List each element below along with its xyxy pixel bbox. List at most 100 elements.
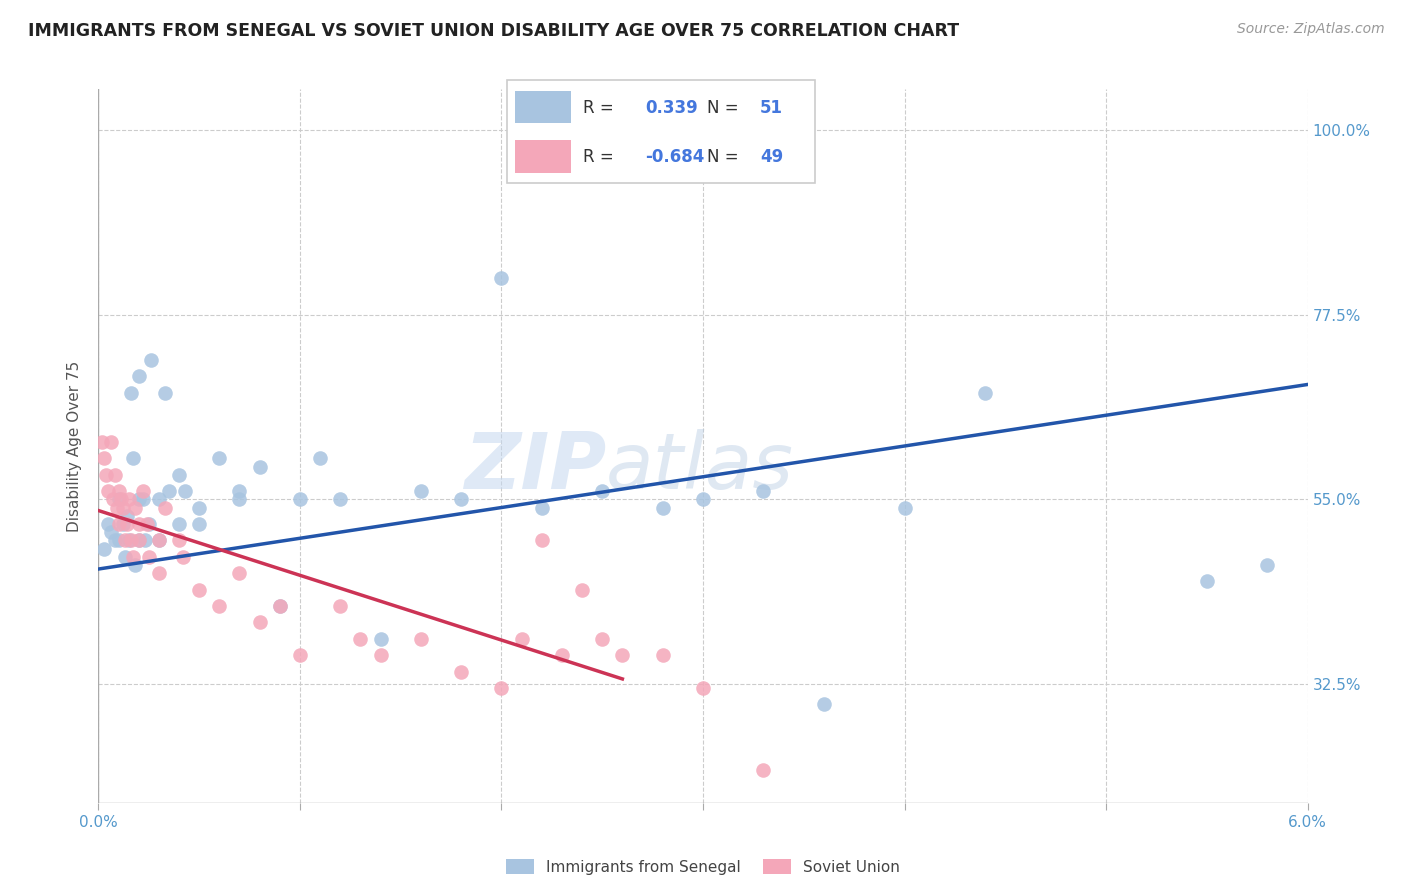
Point: [612, 648, 634, 662]
Point: [172, 549, 194, 564]
Point: [893, 500, 915, 515]
Point: [530, 500, 553, 515]
Text: IMMIGRANTS FROM SENEGAL VS SOVIET UNION DISABILITY AGE OVER 75 CORRELATION CHART: IMMIGRANTS FROM SENEGAL VS SOVIET UNION …: [28, 22, 959, 40]
Point: [96, 467, 118, 482]
Point: [409, 632, 432, 646]
Point: [128, 533, 150, 548]
Point: [128, 516, 150, 531]
Point: [651, 500, 673, 515]
Point: [329, 492, 352, 507]
Point: [114, 533, 136, 548]
Point: [752, 763, 775, 777]
Point: [115, 516, 138, 531]
Point: [107, 484, 129, 499]
Point: [111, 516, 134, 531]
Point: [118, 533, 141, 548]
Point: [157, 484, 180, 499]
Point: [188, 582, 211, 597]
Point: [107, 492, 129, 507]
Point: [167, 533, 190, 548]
Point: [121, 549, 143, 564]
Point: [97, 516, 120, 531]
Point: [813, 698, 835, 712]
Point: [110, 492, 132, 507]
Point: [148, 533, 170, 548]
FancyBboxPatch shape: [516, 91, 571, 123]
Point: [491, 681, 513, 695]
Text: 51: 51: [759, 99, 783, 117]
Point: [97, 484, 120, 499]
Point: [228, 492, 250, 507]
Point: [138, 516, 160, 531]
Point: [510, 632, 533, 646]
Point: [269, 599, 291, 613]
Text: -0.684: -0.684: [645, 148, 704, 166]
Point: [118, 492, 141, 507]
Point: [1256, 558, 1278, 572]
Text: N =: N =: [707, 148, 738, 166]
Point: [132, 484, 155, 499]
Point: [134, 533, 156, 548]
Point: [228, 566, 250, 581]
Point: [974, 385, 997, 400]
Point: [148, 533, 170, 548]
Point: [124, 558, 146, 572]
Text: atlas: atlas: [606, 429, 794, 506]
Point: [93, 541, 115, 556]
Point: [692, 681, 714, 695]
Point: [450, 665, 472, 679]
Point: [188, 500, 211, 515]
Point: [591, 632, 613, 646]
Point: [124, 500, 146, 515]
Point: [349, 632, 371, 646]
Point: [103, 533, 125, 548]
Point: [370, 648, 392, 662]
Point: [174, 484, 197, 499]
Point: [153, 500, 176, 515]
FancyBboxPatch shape: [506, 80, 815, 183]
Point: [107, 533, 129, 548]
Point: [100, 434, 122, 449]
Point: [591, 484, 613, 499]
Point: [208, 599, 231, 613]
Point: [370, 632, 392, 646]
Point: [167, 516, 190, 531]
Point: [121, 451, 143, 466]
Point: [120, 533, 142, 548]
Point: [269, 599, 291, 613]
Point: [91, 434, 114, 449]
Point: [491, 270, 513, 285]
Point: [1195, 574, 1218, 589]
Point: [551, 648, 574, 662]
Point: [530, 533, 553, 548]
Point: [208, 451, 231, 466]
Point: [329, 599, 352, 613]
Point: [138, 549, 160, 564]
Text: 0.339: 0.339: [645, 99, 699, 117]
Text: Source: ZipAtlas.com: Source: ZipAtlas.com: [1237, 22, 1385, 37]
Point: [128, 533, 150, 548]
Point: [111, 500, 134, 515]
Point: [450, 492, 472, 507]
FancyBboxPatch shape: [516, 140, 571, 173]
Text: ZIP: ZIP: [464, 429, 606, 506]
Point: [139, 352, 162, 367]
Point: [309, 451, 332, 466]
Point: [132, 492, 155, 507]
Point: [249, 459, 271, 474]
Point: [115, 508, 138, 523]
Point: [228, 484, 250, 499]
Point: [114, 549, 136, 564]
Point: [409, 484, 432, 499]
Point: [93, 451, 115, 466]
Text: N =: N =: [707, 99, 738, 117]
Point: [101, 492, 124, 507]
Point: [128, 369, 150, 384]
Text: 49: 49: [759, 148, 783, 166]
Point: [135, 516, 157, 531]
Point: [128, 492, 150, 507]
Point: [120, 385, 142, 400]
Point: [103, 467, 125, 482]
Text: R =: R =: [583, 99, 614, 117]
Point: [100, 525, 122, 540]
